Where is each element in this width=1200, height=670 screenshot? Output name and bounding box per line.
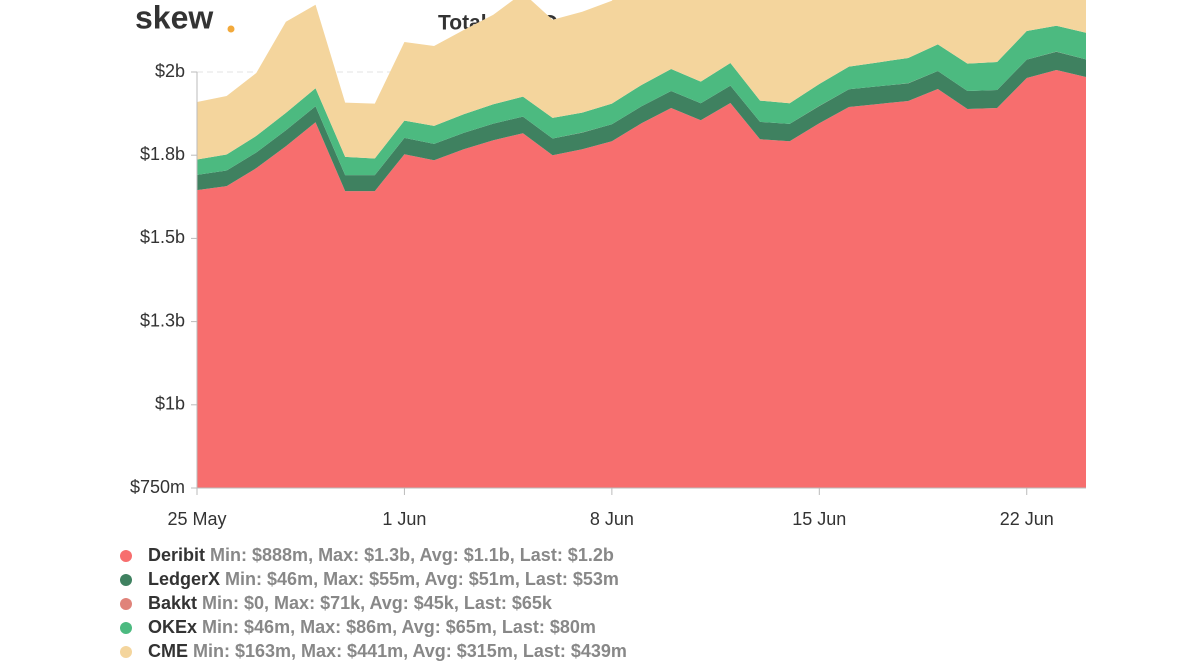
legend-name: LedgerX [148, 569, 220, 589]
legend-stats: Min: $46m, Max: $55m, Avg: $51m, Last: $… [225, 569, 619, 589]
legend-name: Deribit [148, 545, 205, 565]
y-tick-label: $1b [155, 394, 185, 414]
legend-marker [120, 646, 132, 658]
legend-name: OKEx [148, 617, 197, 637]
area [197, 70, 1086, 488]
legend-stats: Min: $0, Max: $71k, Avg: $45k, Last: $65… [202, 593, 553, 613]
y-tick-label: $1.5b [140, 227, 185, 247]
legend-stats: Min: $46m, Max: $86m, Avg: $65m, Last: $… [202, 617, 596, 637]
logo-dot [227, 25, 235, 33]
x-tick-label: 25 May [167, 509, 226, 529]
area [197, 51, 1086, 192]
area [197, 25, 1086, 176]
y-tick-label: $1.8b [140, 144, 185, 164]
legend-marker [120, 574, 132, 586]
x-tick-label: 15 Jun [792, 509, 846, 529]
legend-stats: Min: $163m, Max: $441m, Avg: $315m, Last… [193, 641, 627, 661]
y-tick-label: $1.3b [140, 310, 185, 330]
legend-entry: Bakkt Min: $0, Max: $71k, Avg: $45k, Las… [148, 593, 553, 613]
legend-entry: LedgerX Min: $46m, Max: $55m, Avg: $51m,… [148, 569, 619, 589]
legend-marker [120, 550, 132, 562]
legend-entry: CME Min: $163m, Max: $441m, Avg: $315m, … [148, 641, 627, 661]
logo: skew [135, 0, 213, 35]
x-tick-label: 8 Jun [590, 509, 634, 529]
legend-marker [120, 598, 132, 610]
legend-stats: Min: $888m, Max: $1.3b, Avg: $1.1b, Last… [210, 545, 614, 565]
legend-entry: Deribit Min: $888m, Max: $1.3b, Avg: $1.… [148, 545, 614, 565]
legend-marker [120, 622, 132, 634]
x-tick-label: 1 Jun [382, 509, 426, 529]
area [197, 0, 1086, 160]
y-tick-label: $2b [155, 61, 185, 81]
legend-name: Bakkt [148, 593, 197, 613]
legend-name: CME [148, 641, 188, 661]
x-tick-label: 22 Jun [1000, 509, 1054, 529]
y-tick-label: $750m [130, 477, 185, 497]
legend-entry: OKEx Min: $46m, Max: $86m, Avg: $65m, La… [148, 617, 596, 637]
